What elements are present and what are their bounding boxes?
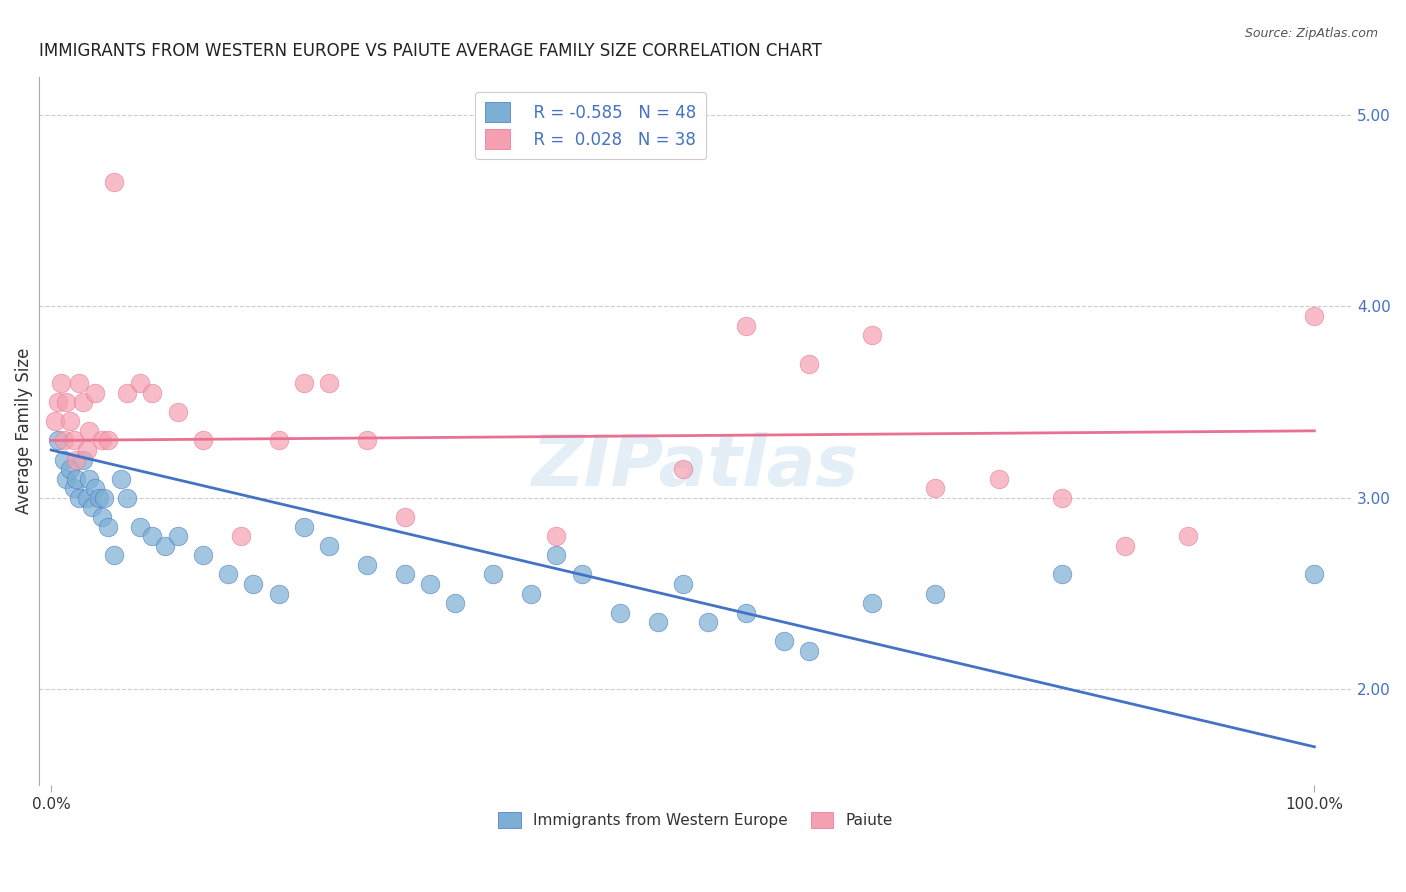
Point: [80, 500, 103, 515]
Point: [128, 519, 150, 533]
Point: [860, 328, 883, 343]
Point: [292, 376, 315, 390]
Point: [318, 376, 340, 390]
Point: [924, 481, 946, 495]
Point: [103, 549, 125, 563]
Point: [59, 462, 82, 476]
Point: [697, 615, 720, 630]
Point: [93, 491, 115, 505]
Point: [67, 491, 90, 505]
Point: [520, 586, 543, 600]
Point: [546, 529, 568, 543]
Point: [44, 414, 66, 428]
Point: [356, 434, 378, 448]
Point: [772, 634, 794, 648]
Point: [72, 452, 94, 467]
Point: [77, 472, 100, 486]
Point: [292, 519, 315, 533]
Legend: Immigrants from Western Europe, Paiute: Immigrants from Western Europe, Paiute: [492, 806, 900, 834]
Point: [65, 452, 87, 467]
Point: [191, 434, 214, 448]
Point: [860, 596, 883, 610]
Point: [103, 175, 125, 189]
Text: Source: ZipAtlas.com: Source: ZipAtlas.com: [1244, 27, 1378, 40]
Point: [55, 395, 77, 409]
Point: [65, 472, 87, 486]
Point: [67, 376, 90, 390]
Point: [1177, 529, 1199, 543]
Point: [90, 510, 112, 524]
Point: [647, 615, 669, 630]
Point: [267, 586, 290, 600]
Point: [797, 644, 820, 658]
Point: [229, 529, 252, 543]
Point: [166, 405, 188, 419]
Point: [77, 424, 100, 438]
Point: [89, 491, 111, 505]
Point: [609, 606, 631, 620]
Point: [115, 491, 138, 505]
Point: [242, 577, 264, 591]
Point: [1050, 567, 1073, 582]
Point: [76, 491, 98, 505]
Point: [46, 395, 69, 409]
Point: [115, 385, 138, 400]
Point: [84, 385, 107, 400]
Point: [924, 586, 946, 600]
Point: [72, 395, 94, 409]
Point: [318, 539, 340, 553]
Point: [672, 577, 695, 591]
Point: [797, 357, 820, 371]
Point: [735, 606, 758, 620]
Point: [90, 434, 112, 448]
Point: [76, 442, 98, 457]
Point: [1303, 309, 1326, 323]
Point: [84, 481, 107, 495]
Point: [55, 472, 77, 486]
Point: [153, 539, 176, 553]
Point: [51, 376, 73, 390]
Y-axis label: Average Family Size: Average Family Size: [15, 348, 32, 514]
Point: [52, 452, 75, 467]
Point: [1114, 539, 1136, 553]
Point: [1050, 491, 1073, 505]
Point: [97, 519, 120, 533]
Point: [128, 376, 150, 390]
Point: [735, 318, 758, 333]
Point: [59, 414, 82, 428]
Point: [46, 434, 69, 448]
Point: [110, 472, 132, 486]
Point: [356, 558, 378, 572]
Point: [444, 596, 467, 610]
Point: [672, 462, 695, 476]
Point: [482, 567, 505, 582]
Point: [63, 434, 86, 448]
Point: [394, 567, 416, 582]
Point: [166, 529, 188, 543]
Text: IMMIGRANTS FROM WESTERN EUROPE VS PAIUTE AVERAGE FAMILY SIZE CORRELATION CHART: IMMIGRANTS FROM WESTERN EUROPE VS PAIUTE…: [38, 42, 821, 60]
Point: [191, 549, 214, 563]
Point: [394, 510, 416, 524]
Point: [141, 385, 163, 400]
Point: [141, 529, 163, 543]
Point: [52, 434, 75, 448]
Point: [217, 567, 239, 582]
Point: [571, 567, 593, 582]
Point: [546, 549, 568, 563]
Point: [63, 481, 86, 495]
Point: [97, 434, 120, 448]
Point: [267, 434, 290, 448]
Point: [419, 577, 441, 591]
Point: [987, 472, 1010, 486]
Text: ZIPatlas: ZIPatlas: [531, 432, 859, 500]
Point: [1303, 567, 1326, 582]
